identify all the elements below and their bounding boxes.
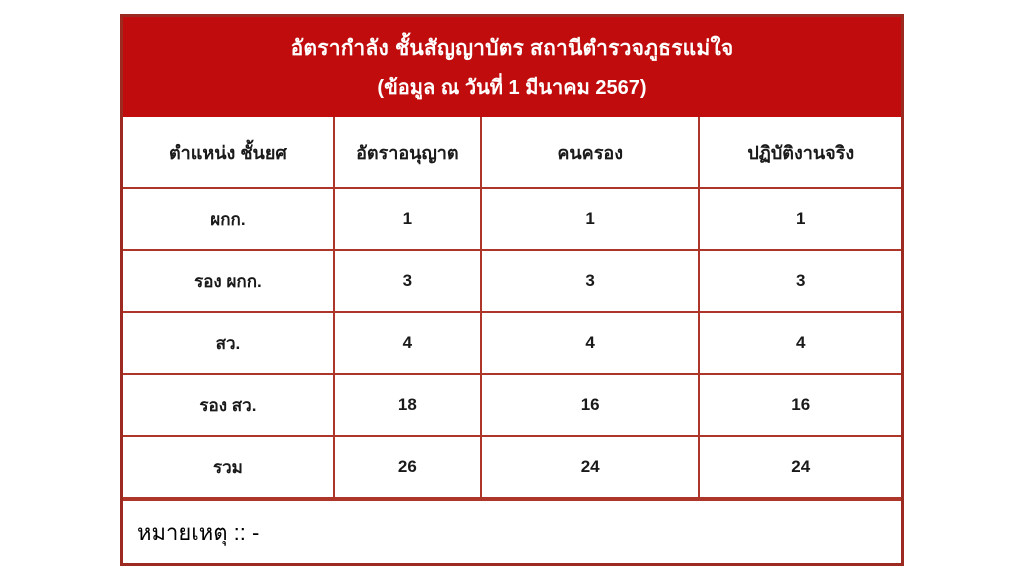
cell-authorized: 1 (332, 187, 482, 251)
cell-actual-total: 24 (698, 435, 901, 499)
cell-occupied: 4 (479, 311, 701, 375)
cell-occupied: 3 (479, 249, 701, 313)
cell-actual: 1 (698, 187, 901, 251)
table-subtitle-date: (ข้อมูล ณ วันที่ 1 มีนาคม 2567) (377, 76, 647, 99)
col-header-actual-duty: ปฏิบัติงานจริง (698, 117, 901, 189)
cell-actual: 16 (698, 373, 901, 437)
col-header-authorized: อัตราอนุญาต (332, 117, 482, 189)
cell-position: รอง ผกก. (123, 249, 335, 313)
cell-occupied: 1 (479, 187, 701, 251)
cell-position: สว. (123, 311, 335, 375)
note-row: หมายเหตุ :: - (123, 499, 901, 563)
col-header-occupied: คนครอง (479, 117, 701, 189)
cell-authorized: 3 (332, 249, 482, 313)
staffing-table: ตำแหน่ง ชั้นยศ อัตราอนุญาต คนครอง ปฏิบัต… (123, 117, 901, 499)
table-row-rong-phukokok: รอง ผกก. 3 3 3 (123, 249, 901, 313)
cell-position: รอง สว. (123, 373, 335, 437)
note-text: หมายเหตุ :: - (137, 519, 260, 545)
cell-actual: 3 (698, 249, 901, 313)
table-row-total: รวม 26 24 24 (123, 435, 901, 499)
table-row-phukokok: ผกก. 1 1 1 (123, 187, 901, 251)
col-header-position: ตำแหน่ง ชั้นยศ (123, 117, 335, 189)
cell-authorized: 4 (332, 311, 482, 375)
cell-authorized-total: 26 (332, 435, 482, 499)
table-row-sawor: สว. 4 4 4 (123, 311, 901, 375)
cell-actual: 4 (698, 311, 901, 375)
cell-position: ผกก. (123, 187, 335, 251)
table-row-rong-sawor: รอง สว. 18 16 16 (123, 373, 901, 437)
cell-occupied: 16 (479, 373, 701, 437)
cell-authorized: 18 (332, 373, 482, 437)
table-title: อัตรากำลัง ชั้นสัญญาบัตร สถานีตำรวจภูธรแ… (290, 36, 734, 60)
table-title-band: อัตรากำลัง ชั้นสัญญาบัตร สถานีตำรวจภูธรแ… (123, 17, 901, 117)
staffing-table-card: อัตรากำลัง ชั้นสัญญาบัตร สถานีตำรวจภูธรแ… (120, 14, 904, 566)
cell-occupied-total: 24 (479, 435, 701, 499)
cell-position-total: รวม (123, 435, 335, 499)
header-row: ตำแหน่ง ชั้นยศ อัตราอนุญาต คนครอง ปฏิบัต… (123, 117, 901, 189)
